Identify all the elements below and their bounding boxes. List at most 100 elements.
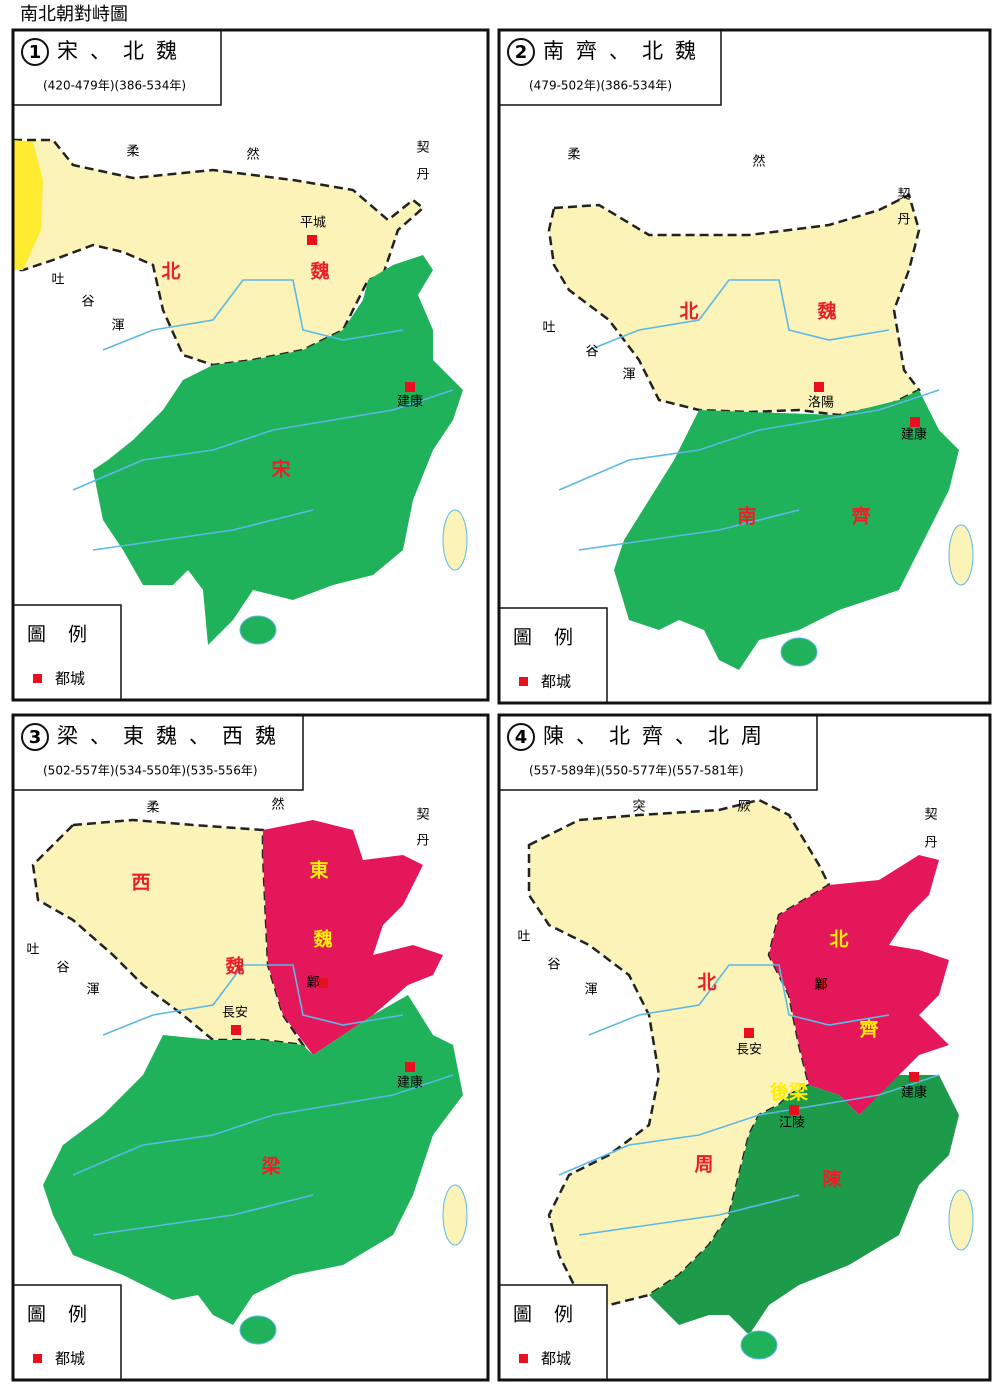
territory xyxy=(263,820,443,1055)
panel-years: (502-557年)(534-550年)(535-556年) xyxy=(43,764,258,778)
island xyxy=(442,1184,468,1246)
legend-item: 都城 xyxy=(55,1350,85,1368)
region-label: 梁 xyxy=(260,1155,281,1178)
page-title: 南北朝對峙圖 xyxy=(20,4,128,25)
place-label: 江陵 xyxy=(779,1116,805,1131)
river xyxy=(558,389,940,491)
territory xyxy=(614,390,959,670)
island xyxy=(239,615,277,645)
capital-marker xyxy=(744,1028,754,1038)
place-label: 渾 xyxy=(86,982,99,998)
panel-heading: 陳、北齊、北周 xyxy=(543,724,774,748)
place-label: 吐 xyxy=(542,321,555,336)
region-label: 周 xyxy=(694,1154,713,1176)
place-label: 契 xyxy=(416,808,429,823)
panel-frame xyxy=(11,713,490,1382)
region-label: 魏 xyxy=(224,955,244,978)
place-label: 谷 xyxy=(585,345,598,360)
panel-years: (557-589年)(550-577年)(557-581年) xyxy=(529,764,744,778)
map-body xyxy=(499,30,990,703)
panel-years: (420-479年)(386-534年) xyxy=(43,79,186,93)
territory xyxy=(93,255,463,645)
capital-marker xyxy=(405,382,415,392)
region-label: 後梁 xyxy=(770,1081,809,1104)
place-label: 渾 xyxy=(584,982,597,998)
number-circle xyxy=(21,723,49,751)
capital-marker xyxy=(318,978,328,988)
place-label: 建康 xyxy=(901,1085,927,1101)
place-label: 渾 xyxy=(111,318,124,334)
panel-number: 4 xyxy=(515,727,528,748)
capital-marker xyxy=(307,235,317,245)
map-body xyxy=(499,715,990,1380)
legend-title: 圖例 xyxy=(27,624,109,646)
river xyxy=(72,389,454,491)
river xyxy=(578,1194,800,1236)
panel-number: 3 xyxy=(29,727,42,748)
legend-marker xyxy=(519,1354,528,1363)
capital-marker xyxy=(231,1025,241,1035)
place-label: 建康 xyxy=(397,394,423,410)
place-label: 吐 xyxy=(26,943,39,958)
legend-item: 都城 xyxy=(55,670,85,688)
place-label: 吐 xyxy=(51,273,64,288)
place-label: 然 xyxy=(271,797,284,813)
legend-marker xyxy=(519,677,528,686)
capital-marker xyxy=(814,382,824,392)
place-label: 長安 xyxy=(222,1006,248,1021)
place-label: 鄴 xyxy=(306,976,319,991)
legend-title: 圖例 xyxy=(27,1304,109,1326)
territory xyxy=(769,855,949,1115)
river xyxy=(102,964,404,1036)
legend-item: 都城 xyxy=(541,1350,571,1368)
island xyxy=(239,1315,277,1345)
legend-title: 圖例 xyxy=(513,1304,595,1326)
map-body xyxy=(13,30,488,700)
river xyxy=(92,1194,314,1236)
river xyxy=(72,1074,454,1176)
place-label: 谷 xyxy=(81,295,94,310)
header-box xyxy=(498,29,722,106)
place-label: 柔 xyxy=(146,801,159,816)
panel-number: 2 xyxy=(515,42,528,63)
river xyxy=(558,1074,940,1176)
place-label: 建康 xyxy=(901,427,927,443)
number-circle xyxy=(507,723,535,751)
number-circle xyxy=(21,38,49,66)
place-label: 平城 xyxy=(300,216,326,231)
capital-marker xyxy=(816,980,826,990)
island xyxy=(442,509,468,571)
place-label: 吐 xyxy=(517,930,530,945)
territory xyxy=(649,1075,959,1335)
region-label: 齊 xyxy=(850,505,871,528)
island xyxy=(780,637,818,667)
place-label: 契 xyxy=(416,141,429,156)
capital-marker xyxy=(910,417,920,427)
place-label: 契 xyxy=(897,188,910,203)
legend-box xyxy=(498,1284,608,1381)
panel-heading: 南齊、北魏 xyxy=(543,39,708,63)
island xyxy=(948,524,974,586)
region-label: 宋 xyxy=(270,458,290,481)
map-body xyxy=(13,715,488,1380)
panel-heading: 梁、東魏、西魏 xyxy=(57,724,288,748)
territory xyxy=(13,140,43,270)
panel-number: 1 xyxy=(29,42,42,63)
place-label: 柔 xyxy=(126,145,139,160)
place-label: 突 xyxy=(632,799,645,815)
map-panel: 4 陳、北齊、北周 (557-589年)(550-577年)(557-581年) 圖例… xyxy=(497,713,992,1382)
place-label: 厥 xyxy=(737,800,750,815)
map-panel: 3 梁、東魏、西魏 (502-557年)(534-550年)(535-556年) 圖例… xyxy=(11,713,490,1382)
place-label: 柔 xyxy=(567,148,580,163)
region-label: 魏 xyxy=(309,260,329,283)
region-label: 北 xyxy=(829,929,848,951)
river xyxy=(92,509,314,551)
region-label: 齊 xyxy=(858,1018,879,1041)
territory xyxy=(13,138,425,367)
place-label: 丹 xyxy=(924,836,937,851)
river xyxy=(102,279,404,351)
place-label: 建康 xyxy=(397,1075,423,1091)
river xyxy=(588,279,890,351)
legend-marker xyxy=(33,1354,42,1363)
